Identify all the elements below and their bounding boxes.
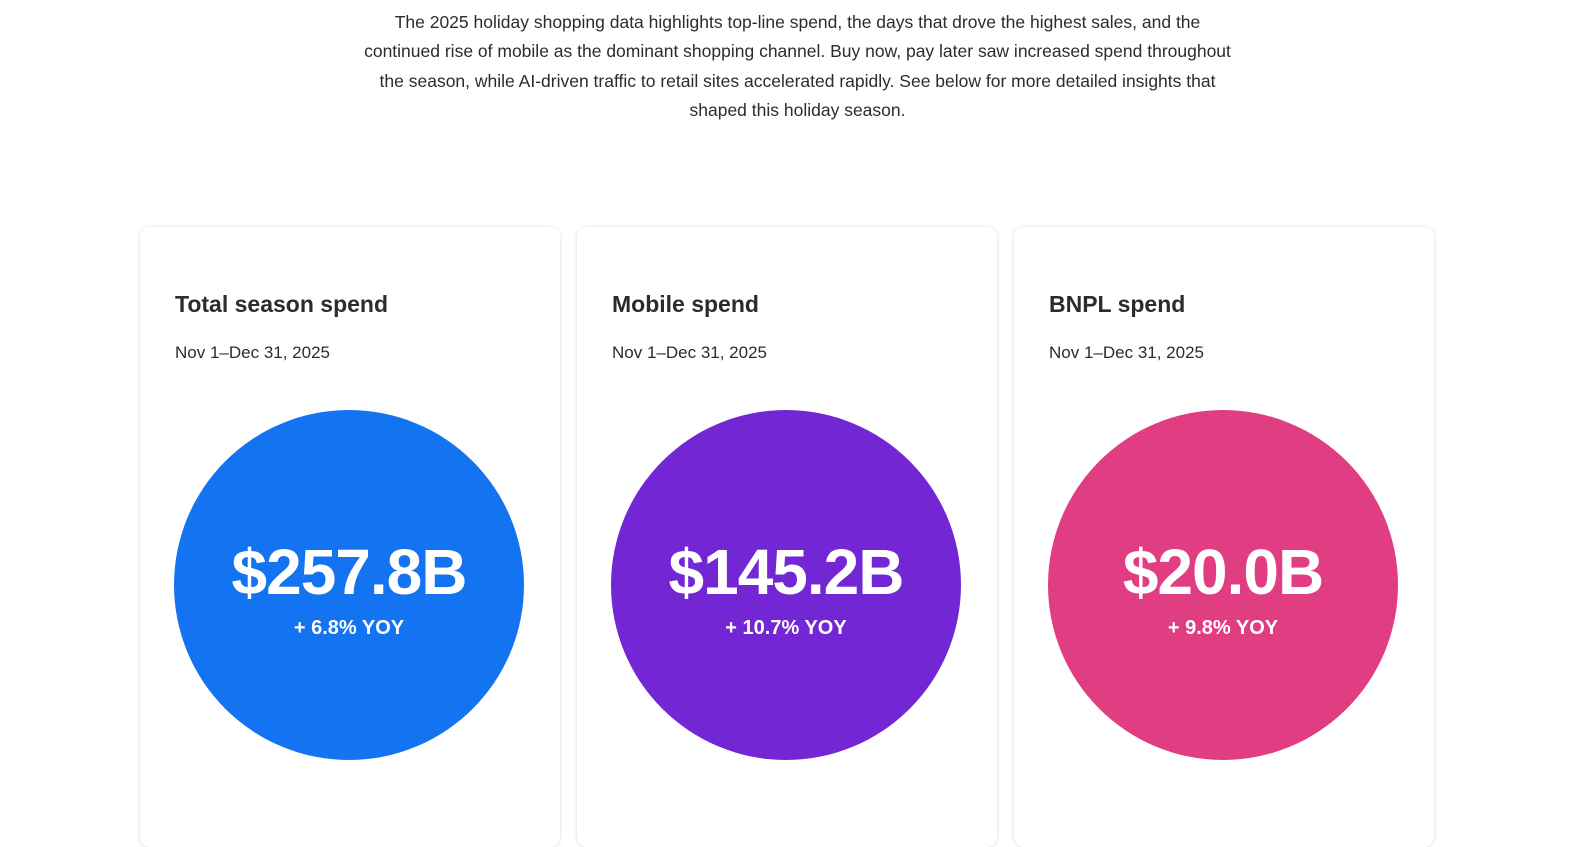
card-date: Nov 1–Dec 31, 2025 bbox=[175, 343, 330, 362]
card-title: Mobile spend bbox=[612, 291, 759, 317]
intro-paragraph: The 2025 holiday shopping data highlight… bbox=[364, 12, 1231, 120]
stat-circle: $145.2B + 10.7% YOY bbox=[611, 410, 961, 760]
card-bnpl-spend: BNPL spend Nov 1–Dec 31, 2025 $20.0B + 9… bbox=[1014, 227, 1434, 847]
card-total-season-spend: Total season spend Nov 1–Dec 31, 2025 $2… bbox=[140, 227, 560, 847]
card-title: BNPL spend bbox=[1049, 291, 1186, 317]
stat-value: $145.2B bbox=[668, 536, 905, 608]
card-date: Nov 1–Dec 31, 2025 bbox=[1049, 343, 1204, 362]
stat-value: $20.0B bbox=[1122, 536, 1324, 608]
card-title: Total season spend bbox=[175, 291, 389, 317]
stat-yoy-change: + 10.7% YOY bbox=[725, 617, 847, 639]
stats-cards: Total season spend Nov 1–Dec 31, 2025 $2… bbox=[140, 227, 1434, 847]
stat-circle: $257.8B + 6.8% YOY bbox=[174, 410, 524, 760]
stat-yoy-change: + 6.8% YOY bbox=[293, 617, 405, 639]
stat-value: $257.8B bbox=[231, 536, 468, 608]
stat-circle: $20.0B + 9.8% YOY bbox=[1048, 410, 1398, 760]
stat-yoy-change: + 9.8% YOY bbox=[1167, 617, 1279, 639]
card-mobile-spend: Mobile spend Nov 1–Dec 31, 2025 $145.2B … bbox=[577, 227, 997, 847]
card-date: Nov 1–Dec 31, 2025 bbox=[612, 343, 767, 362]
